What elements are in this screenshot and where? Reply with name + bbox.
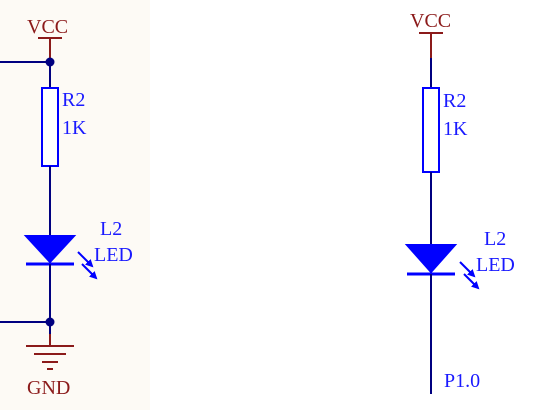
led-right (404, 244, 480, 290)
gnd-label-left: GND (27, 377, 70, 399)
circuit-right: VCC R2 1K L2 LED P1.0 (404, 10, 515, 394)
resistor-right (422, 87, 440, 173)
vcc-label-left: VCC (27, 16, 68, 38)
led-type-left: LED (94, 244, 133, 266)
light-emission-arrow-icon (81, 263, 98, 280)
led-type-right: LED (476, 254, 515, 276)
resistor-left (41, 87, 59, 167)
left-panel-background (0, 0, 150, 410)
resistor-value-left: 1K (62, 117, 87, 139)
vcc-power-symbol-left: VCC (27, 16, 68, 62)
ground-symbol-left (26, 334, 74, 370)
led-left (23, 235, 98, 280)
resistor-designator-right: R2 (443, 90, 466, 112)
vcc-label-right: VCC (410, 10, 451, 32)
net-label-p10: P1.0 (444, 370, 480, 392)
light-emission-arrow-icon (77, 251, 94, 268)
led-designator-left: L2 (100, 218, 122, 240)
light-emission-arrow-icon (463, 273, 480, 290)
resistor-designator-left: R2 (62, 89, 85, 111)
vcc-power-symbol-right: VCC (410, 10, 451, 58)
light-emission-arrow-icon (459, 261, 476, 278)
led-designator-right: L2 (484, 228, 506, 250)
circuit-left: VCC R2 1K L2 LED (0, 16, 133, 399)
resistor-value-right: 1K (443, 118, 468, 140)
junction-dot-bottom-left (45, 317, 55, 327)
